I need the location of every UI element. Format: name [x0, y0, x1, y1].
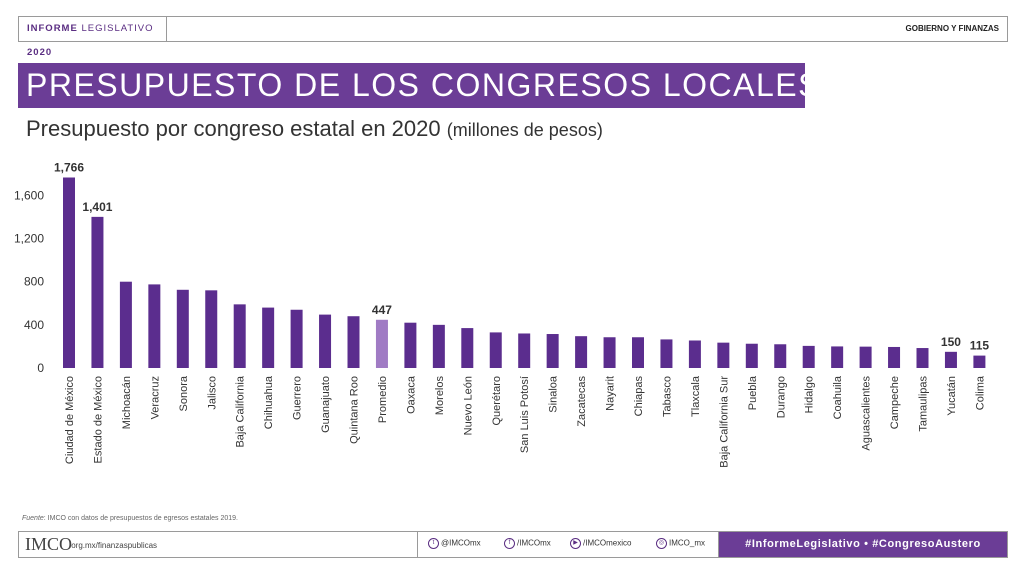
bar: [375, 319, 388, 368]
facebook-link[interactable]: f/IMCOmx: [504, 538, 551, 549]
instagram-icon: ◎: [656, 538, 667, 549]
category-label: Ciudad de México: [64, 376, 76, 464]
category-label: Hidalgo: [804, 376, 816, 413]
data-label: 447: [372, 303, 392, 317]
page-title: PRESUPUESTO DE LOS CONGRESOS LOCALES: [18, 63, 819, 108]
bar: [916, 348, 929, 368]
bar: [688, 340, 701, 368]
bar: [432, 324, 445, 368]
category-label: Oaxaca: [405, 375, 417, 414]
bar: [660, 339, 673, 368]
bar: [91, 216, 104, 368]
category-label: Aguascalientes: [861, 376, 873, 451]
instagram-link[interactable]: ◎ IMCO_mx: [656, 538, 705, 549]
category-label: Colima: [974, 375, 986, 410]
category-label: Tlaxcala: [690, 375, 702, 417]
category-label: Chiapas: [633, 376, 645, 417]
category-label: Zacatecas: [576, 376, 588, 427]
bar: [518, 333, 531, 368]
bar: [262, 307, 275, 368]
bar-chart: 0 400 800 1,200 1,600 1,766 Ciudad de México 1,…: [14, 161, 990, 468]
category-label: Durango: [775, 376, 787, 418]
chart-unit: (millones de pesos): [446, 120, 603, 140]
category-label: Puebla: [747, 375, 759, 410]
category-label: Baja California Sur: [718, 376, 730, 468]
category-label: Guerrero: [292, 376, 304, 420]
bar: [603, 337, 616, 368]
category-label: Querétaro: [491, 376, 503, 426]
data-label: 150: [941, 335, 961, 349]
bar: [973, 355, 986, 368]
bar: [831, 346, 844, 368]
bar: [888, 346, 901, 368]
y-tick-label: 1,600: [14, 188, 44, 202]
twitter-link[interactable]: t @IMCOmx: [428, 538, 481, 549]
bar: [859, 346, 872, 368]
youtube-link[interactable]: ▶/IMCOmexico: [570, 538, 631, 549]
category-label: Chihuahua: [263, 375, 275, 429]
bar: [461, 328, 474, 368]
bar: [774, 344, 787, 368]
bar: [290, 309, 303, 368]
bar: [575, 336, 588, 368]
bar: [319, 314, 332, 368]
category-label: Tabasco: [661, 376, 673, 417]
y-tick-label: 800: [24, 275, 44, 289]
bar: [233, 304, 246, 368]
section-label: GOBIERNO Y FINANZAS: [905, 24, 1000, 33]
category-label: Campeche: [889, 376, 901, 429]
y-tick-label: 0: [37, 361, 44, 375]
category-label: Yucatán: [946, 376, 958, 416]
category-label: Estado de México: [92, 376, 104, 463]
category-label: Veracruz: [149, 376, 161, 419]
y-tick-label: 400: [24, 318, 44, 332]
hashtags-banner: #InformeLegislativo • #CongresoAustero: [719, 532, 1007, 557]
bar: [63, 177, 75, 368]
data-label: 1,766: [54, 161, 84, 175]
data-label: 115: [970, 339, 990, 353]
bar: [802, 345, 815, 368]
imco-logo: IMCO: [25, 534, 73, 554]
category-label: Sonora: [178, 375, 190, 411]
category-label: Guanajuato: [320, 376, 332, 433]
bar: [119, 281, 132, 368]
bar: [546, 334, 559, 368]
category-label: San Luis Potosí: [519, 376, 531, 453]
category-label: Tamaulipas: [918, 376, 930, 432]
category-label: Promedio: [377, 376, 389, 423]
data-label: 1,401: [82, 200, 112, 214]
category-label: Jalisco: [206, 376, 218, 410]
source-note: Fuente: IMCO con datos de presupuestos d…: [22, 515, 238, 522]
social-links: t @IMCOmx f/IMCOmx ▶/IMCOmexico ◎ IMCO_mx: [417, 532, 719, 557]
category-label: Nuevo León: [462, 376, 474, 435]
bar: [205, 290, 218, 368]
category-label: Morelos: [434, 376, 446, 416]
twitter-icon: t: [428, 538, 439, 549]
bar: [176, 289, 189, 368]
facebook-icon: f: [504, 538, 515, 549]
y-tick-label: 1,200: [14, 232, 44, 246]
bar: [632, 337, 644, 368]
category-label: Michoacán: [121, 376, 133, 429]
bar: [404, 322, 417, 368]
chart-subtitle: Presupuesto por congreso estatal en 2020…: [26, 116, 603, 141]
bar: [148, 284, 161, 368]
youtube-icon: ▶: [570, 538, 581, 549]
bar: [944, 351, 957, 368]
category-label: Quintana Roo: [349, 376, 361, 444]
category-label: Baja California: [235, 375, 247, 447]
report-series-label: INFORME LEGISLATIVO 2020: [19, 17, 167, 58]
category-label: Sinaloa: [548, 375, 560, 413]
category-label: Coahuila: [832, 375, 844, 419]
bar: [489, 332, 502, 368]
bar: [745, 343, 758, 368]
bar: [717, 342, 730, 368]
footer-bar: IMCO .org.mx/finanzaspublicas t @IMCOmx f…: [18, 531, 1008, 558]
header-bar: INFORME LEGISLATIVO 2020 GOBIERNO Y FINA…: [18, 16, 1008, 58]
bar: [347, 316, 360, 368]
category-label: Nayarit: [605, 376, 617, 411]
footer-url[interactable]: .org.mx/finanzaspublicas: [69, 541, 158, 550]
